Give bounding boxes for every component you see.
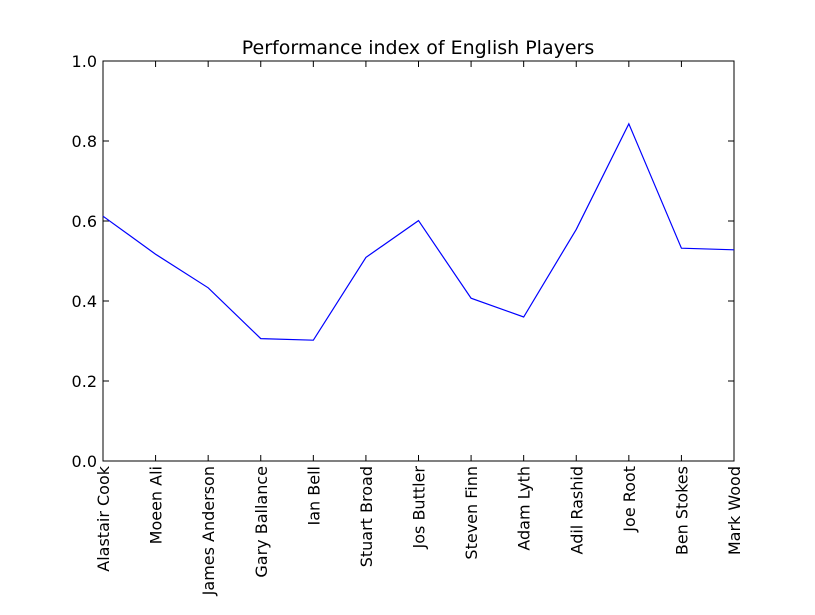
series-layer	[102, 122, 735, 341]
series-line	[102, 122, 735, 341]
y-axis: 0.0 0.2 0.4 0.6 0.8 1.0	[72, 52, 734, 471]
x-tick-label: Ian Bell	[304, 466, 323, 525]
x-tick-label: Gary Ballance	[252, 466, 271, 578]
chart-title: Performance index of English Players	[242, 37, 594, 59]
x-tick-label: James Anderson	[199, 466, 218, 596]
y-tick-label: 0.6	[72, 212, 97, 231]
x-tick-label: Mark Wood	[725, 466, 744, 555]
x-tick-label: Moeen Ali	[147, 466, 166, 544]
x-tick-label: Adam Lyth	[515, 466, 534, 551]
x-tick-label: Stuart Broad	[357, 466, 376, 567]
x-tick-label: Joe Root	[620, 466, 639, 533]
y-tick-label: 0.0	[72, 452, 97, 471]
x-tick-label: Jos Buttler	[410, 466, 429, 550]
y-tick-label: 0.2	[72, 372, 97, 391]
x-tick-label: Steven Finn	[462, 466, 481, 560]
x-tick-label: Adil Rashid	[567, 466, 586, 554]
y-tick-label: 1.0	[72, 52, 97, 71]
y-tick-label: 0.4	[72, 292, 97, 311]
x-axis: Alastair Cook Moeen Ali James Anderson Gary…	[94, 61, 744, 596]
x-tick-label: Ben Stokes	[672, 466, 691, 555]
y-tick-label: 0.8	[72, 132, 97, 151]
plot-area-frame	[102, 60, 735, 462]
x-tick-label: Alastair Cook	[94, 465, 113, 571]
